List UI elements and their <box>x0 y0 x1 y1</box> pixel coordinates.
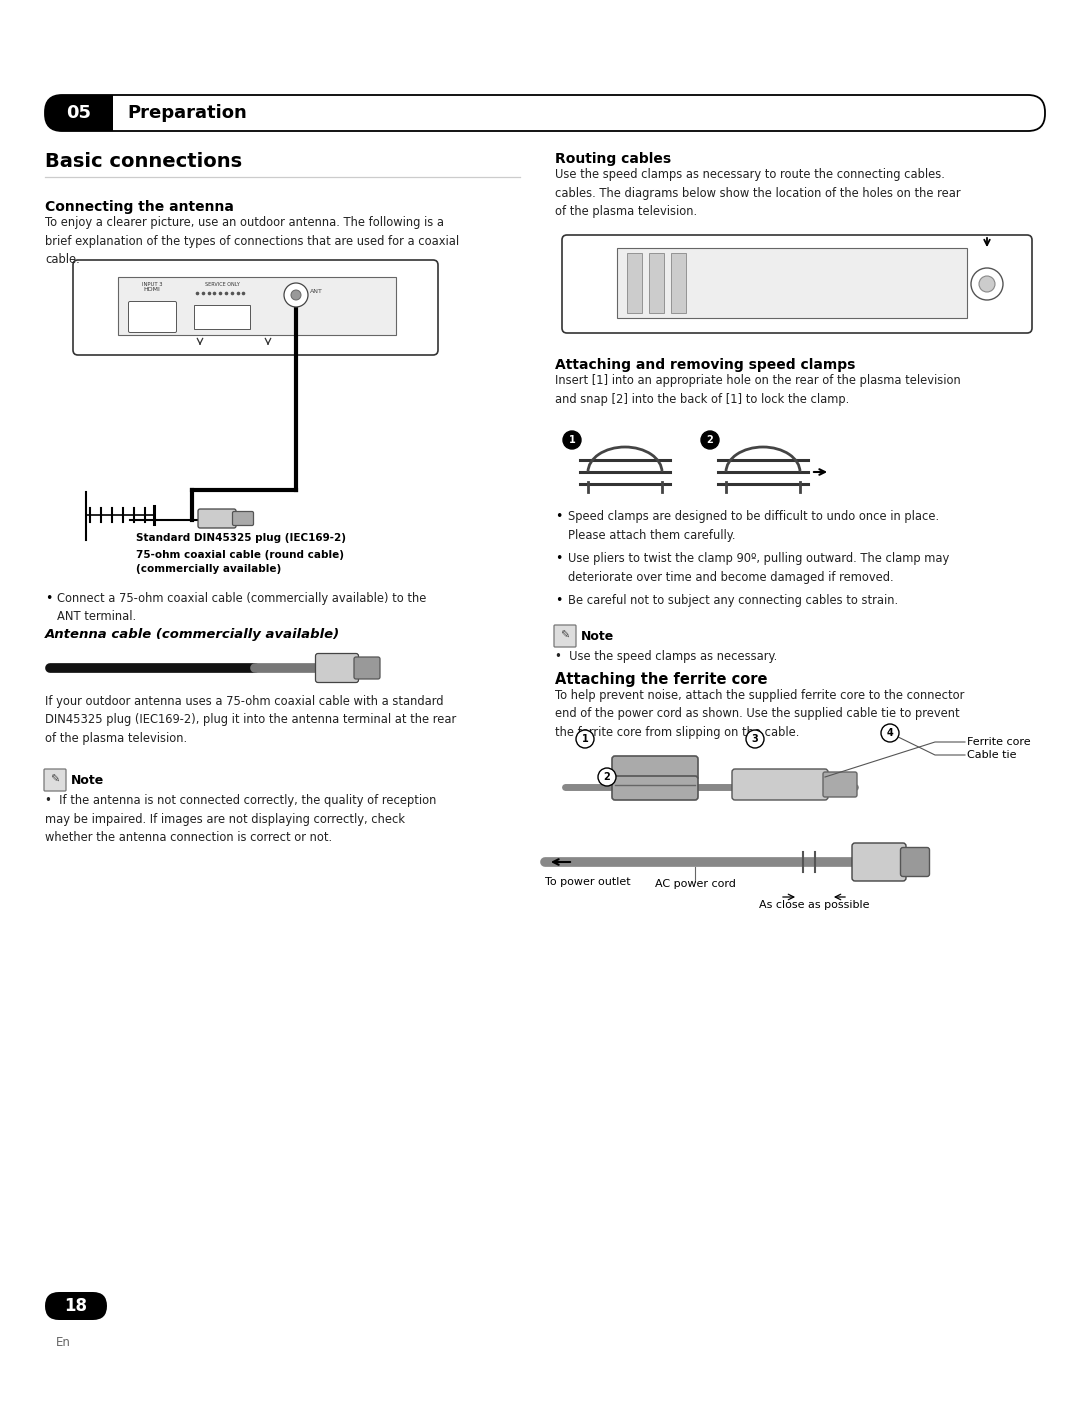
Text: 05: 05 <box>67 104 92 122</box>
Bar <box>627 253 642 312</box>
FancyBboxPatch shape <box>315 653 359 682</box>
Text: Basic connections: Basic connections <box>45 152 242 172</box>
Bar <box>194 305 249 329</box>
Text: •: • <box>45 592 52 605</box>
Text: Routing cables: Routing cables <box>555 152 671 166</box>
FancyBboxPatch shape <box>73 260 438 355</box>
Circle shape <box>971 267 1003 300</box>
FancyBboxPatch shape <box>198 509 237 528</box>
Text: 1: 1 <box>569 435 576 445</box>
Text: Insert [1] into an appropriate hole on the rear of the plasma television
and sna: Insert [1] into an appropriate hole on t… <box>555 374 961 405</box>
Circle shape <box>563 431 581 449</box>
FancyBboxPatch shape <box>45 96 113 131</box>
Text: Use the speed clamps as necessary to route the connecting cables.
cables. The di: Use the speed clamps as necessary to rou… <box>555 167 960 218</box>
FancyBboxPatch shape <box>44 770 66 791</box>
Text: Speed clamps are designed to be difficult to undo once in place.
Please attach t: Speed clamps are designed to be difficul… <box>568 509 940 542</box>
Text: 1: 1 <box>582 734 589 744</box>
Text: HDMI: HDMI <box>144 287 161 293</box>
Circle shape <box>746 730 764 749</box>
FancyBboxPatch shape <box>232 512 254 525</box>
Text: As close as possible: As close as possible <box>759 900 869 910</box>
FancyBboxPatch shape <box>901 847 930 877</box>
Text: ANT: ANT <box>310 288 323 294</box>
Text: En: En <box>55 1337 70 1349</box>
FancyBboxPatch shape <box>612 777 698 801</box>
Text: INPUT 3: INPUT 3 <box>141 281 162 287</box>
Circle shape <box>701 431 719 449</box>
Text: •  If the antenna is not connected correctly, the quality of reception
may be im: • If the antenna is not connected correc… <box>45 794 436 844</box>
Circle shape <box>598 768 616 787</box>
Text: 4: 4 <box>887 727 893 739</box>
Circle shape <box>881 725 899 741</box>
Text: Cable tie: Cable tie <box>967 750 1016 760</box>
Text: Ferrite core: Ferrite core <box>967 737 1030 747</box>
Text: Standard DIN45325 plug (IEC169-2): Standard DIN45325 plug (IEC169-2) <box>136 533 346 543</box>
FancyBboxPatch shape <box>354 657 380 680</box>
Text: ✎: ✎ <box>51 775 59 785</box>
Text: To help prevent noise, attach the supplied ferrite core to the connector
end of : To help prevent noise, attach the suppli… <box>555 689 964 739</box>
Text: Preparation: Preparation <box>127 104 246 122</box>
Text: •  Use the speed clamps as necessary.: • Use the speed clamps as necessary. <box>555 650 778 663</box>
Text: Use pliers to twist the clamp 90º, pulling outward. The clamp may
deteriorate ov: Use pliers to twist the clamp 90º, pulli… <box>568 552 949 584</box>
FancyBboxPatch shape <box>823 772 858 796</box>
FancyBboxPatch shape <box>45 1292 107 1320</box>
Bar <box>671 253 686 312</box>
Text: Be careful not to subject any connecting cables to strain.: Be careful not to subject any connecting… <box>568 594 899 606</box>
Text: Attaching the ferrite core: Attaching the ferrite core <box>555 673 768 687</box>
Bar <box>617 248 967 318</box>
FancyBboxPatch shape <box>45 96 1045 131</box>
FancyBboxPatch shape <box>612 756 698 779</box>
Text: 3: 3 <box>752 734 758 744</box>
Text: Attaching and removing speed clamps: Attaching and removing speed clamps <box>555 357 855 371</box>
FancyBboxPatch shape <box>562 235 1032 333</box>
Text: 2: 2 <box>604 772 610 782</box>
Circle shape <box>291 290 301 300</box>
Bar <box>649 253 664 312</box>
Text: If your outdoor antenna uses a 75-ohm coaxial cable with a standard
DIN45325 plu: If your outdoor antenna uses a 75-ohm co… <box>45 695 456 744</box>
Text: AC power cord: AC power cord <box>654 879 735 889</box>
Text: Connect a 75-ohm coaxial cable (commercially available) to the
ANT terminal.: Connect a 75-ohm coaxial cable (commerci… <box>57 592 427 623</box>
Circle shape <box>978 276 995 293</box>
FancyBboxPatch shape <box>554 625 576 647</box>
Bar <box>62 96 113 131</box>
Text: ✎: ✎ <box>561 630 569 642</box>
Text: 75-ohm coaxial cable (round cable)
(commercially available): 75-ohm coaxial cable (round cable) (comm… <box>136 550 345 574</box>
Text: To power outlet: To power outlet <box>545 877 631 886</box>
Circle shape <box>576 730 594 749</box>
Text: •: • <box>555 509 563 523</box>
FancyBboxPatch shape <box>732 770 828 801</box>
Text: To enjoy a clearer picture, use an outdoor antenna. The following is a
brief exp: To enjoy a clearer picture, use an outdo… <box>45 217 459 266</box>
Text: Note: Note <box>581 629 615 643</box>
Bar <box>118 277 396 335</box>
Text: Antenna cable (commercially available): Antenna cable (commercially available) <box>45 628 340 642</box>
Text: SERVICE ONLY: SERVICE ONLY <box>204 281 240 287</box>
Text: •: • <box>555 552 563 566</box>
Text: 18: 18 <box>65 1297 87 1316</box>
Text: Connecting the antenna: Connecting the antenna <box>45 200 234 214</box>
Text: •: • <box>555 594 563 606</box>
FancyBboxPatch shape <box>129 301 176 332</box>
Text: 2: 2 <box>706 435 714 445</box>
Circle shape <box>284 283 308 307</box>
Text: Note: Note <box>71 774 105 787</box>
FancyBboxPatch shape <box>852 843 906 881</box>
